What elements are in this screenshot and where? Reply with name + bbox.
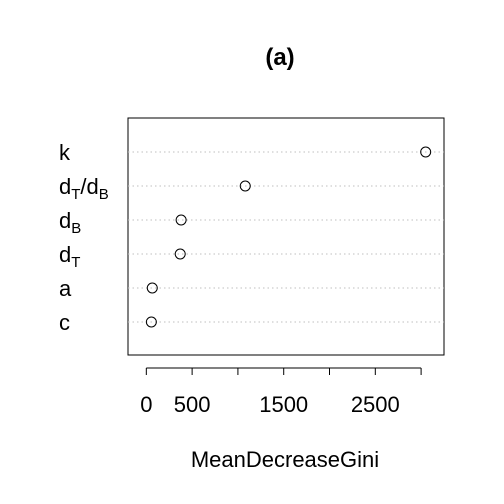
chart-title: (a) [265, 44, 295, 71]
data-point [145, 316, 157, 328]
x-tick-label: 0 [140, 392, 152, 417]
plot-frame [127, 117, 445, 356]
category-label: dT [59, 242, 80, 271]
x-tick-label: 500 [174, 392, 211, 417]
category-label: dT/dB [59, 174, 109, 203]
x-tick-label: 1500 [259, 392, 308, 417]
data-point [175, 214, 187, 226]
data-point [239, 180, 251, 192]
data-point [146, 282, 158, 294]
category-label: dB [59, 208, 81, 237]
data-point [420, 146, 432, 158]
category-label: c [59, 310, 70, 335]
x-tick-label: 2500 [351, 392, 400, 417]
category-label: a [59, 276, 72, 301]
category-label: k [59, 140, 71, 165]
x-axis-label: MeanDecreaseGini [190, 447, 380, 472]
data-point [174, 248, 186, 260]
